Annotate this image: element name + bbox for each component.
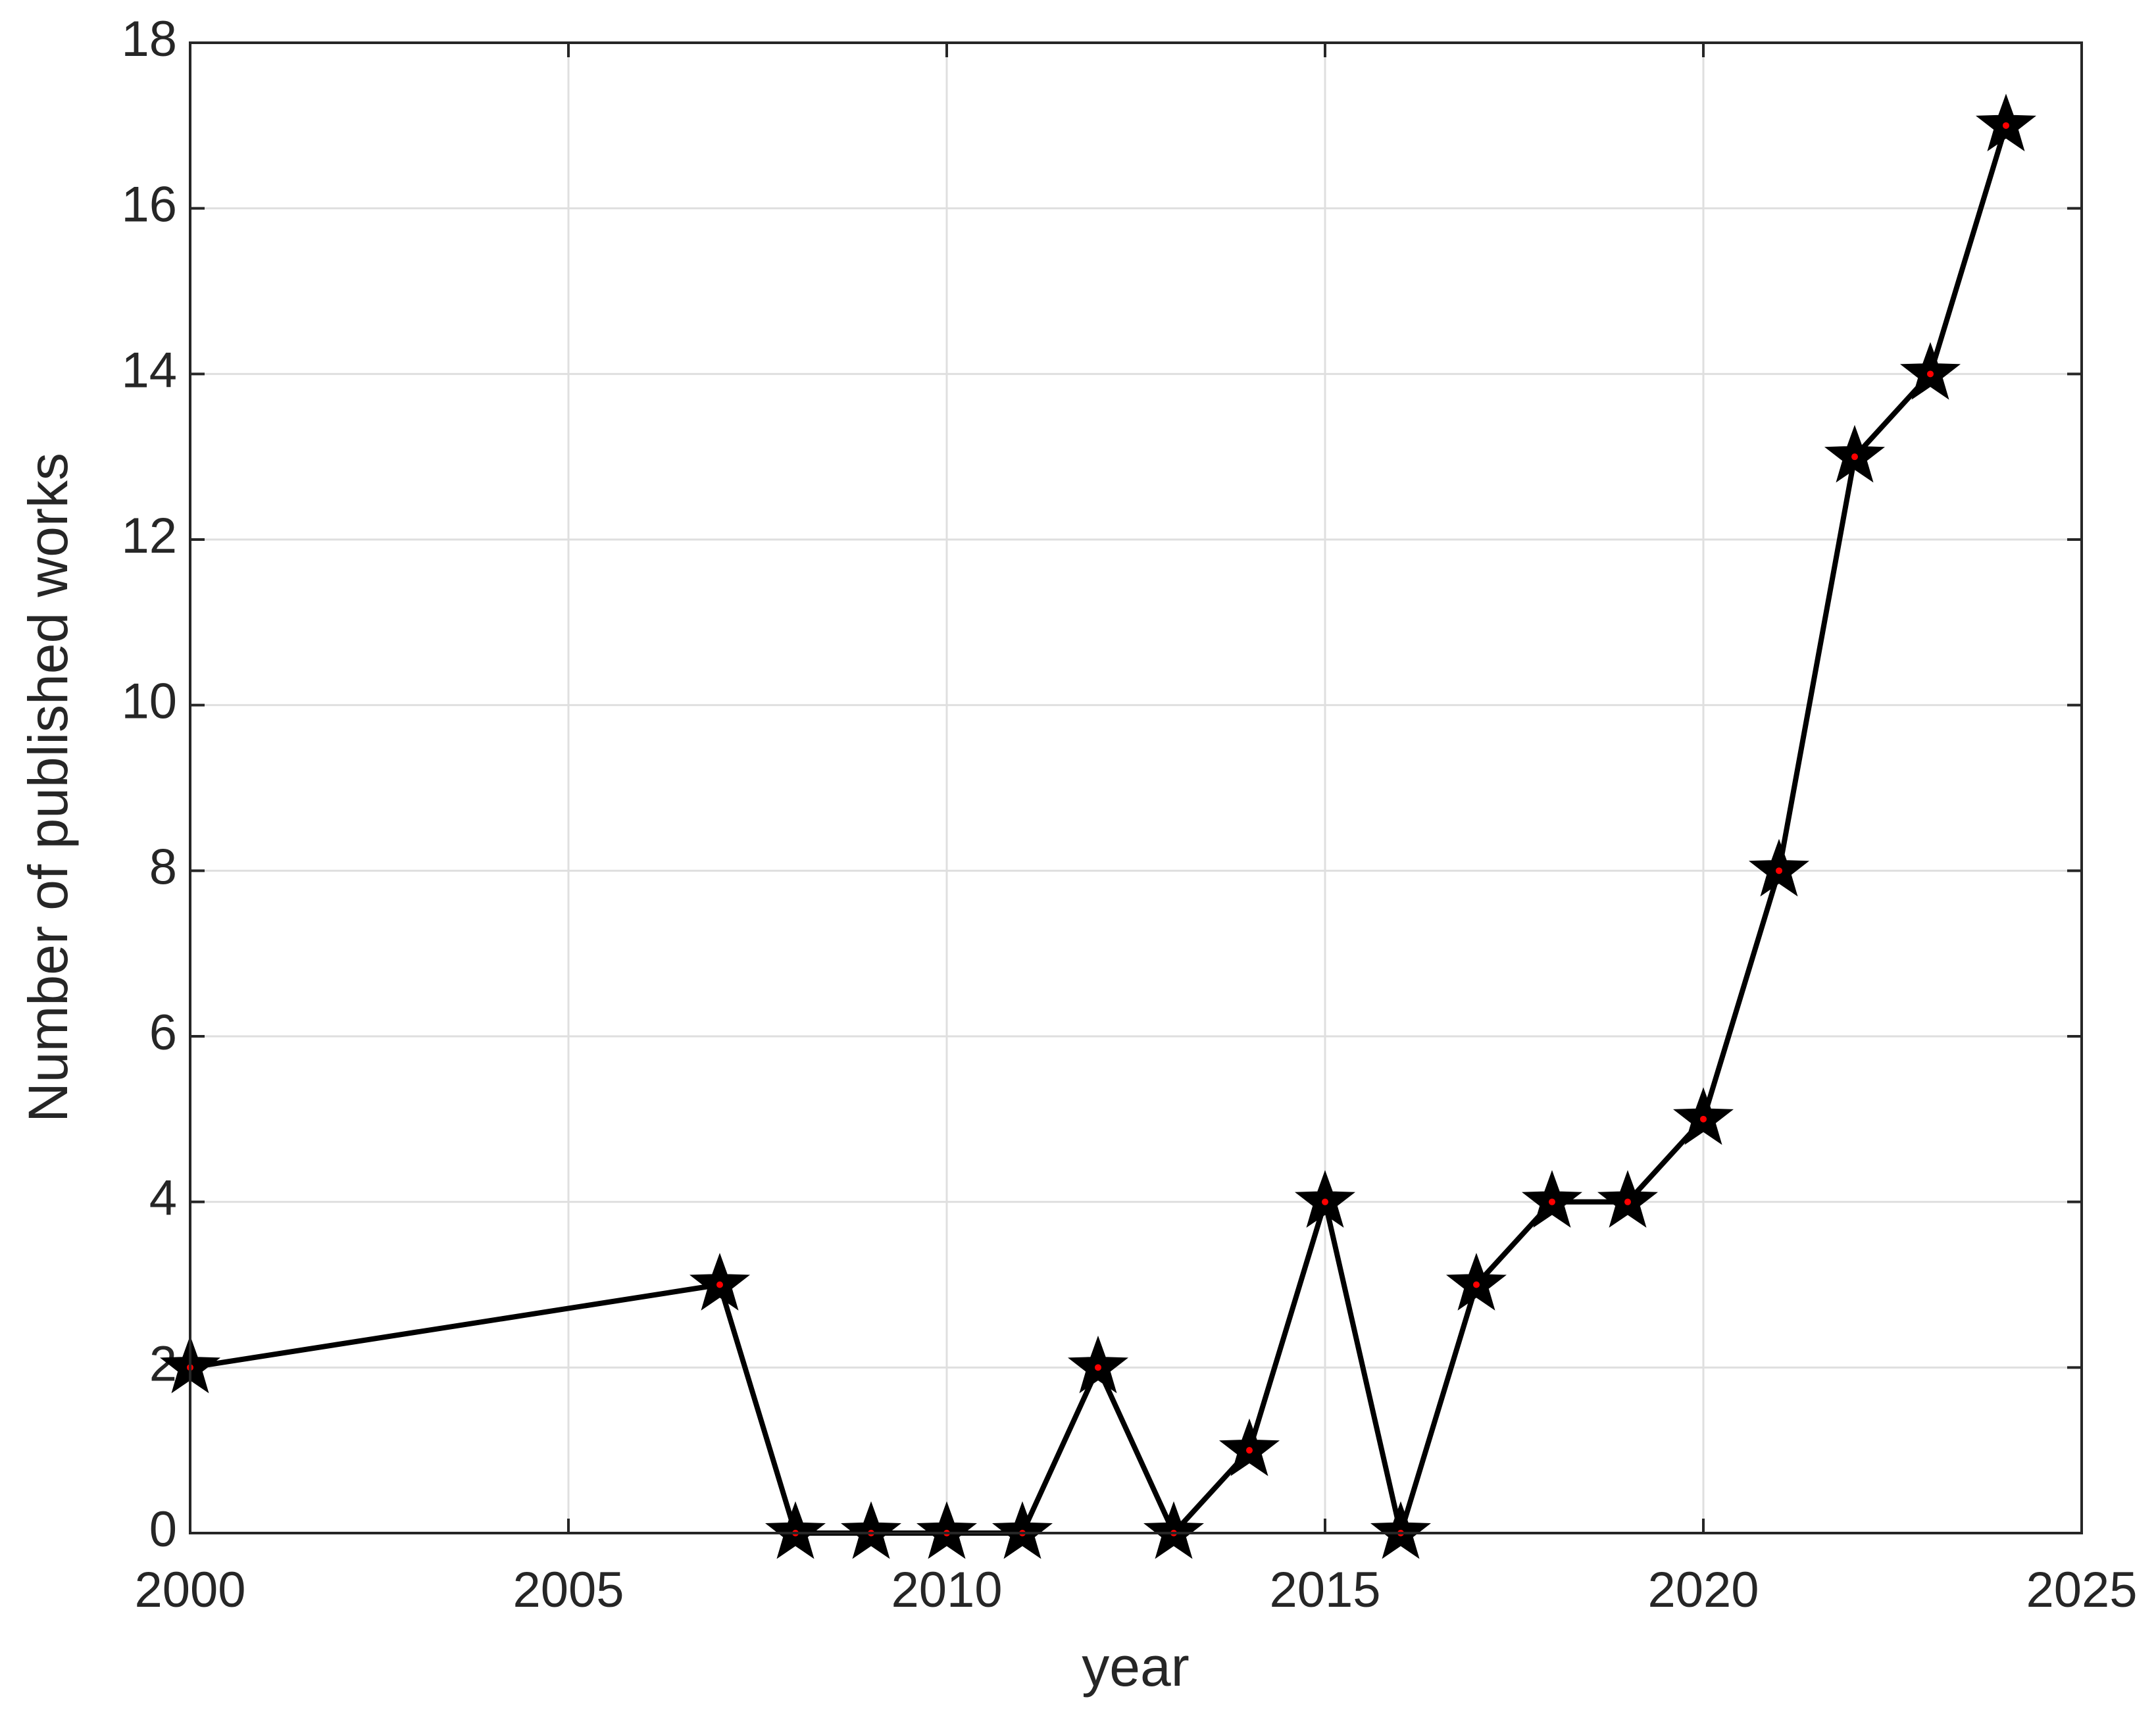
marker-center — [2003, 122, 2009, 129]
y-tick-label: 16 — [121, 177, 177, 233]
x-tick-label: 2020 — [1647, 1562, 1759, 1618]
data-point — [1445, 1253, 1507, 1311]
marker-center — [1549, 1198, 1555, 1205]
y-tick-label: 6 — [149, 1005, 177, 1061]
data-point — [1067, 1335, 1129, 1394]
data-point — [689, 1253, 751, 1311]
data-point — [1672, 1087, 1734, 1145]
marker-center — [1700, 1115, 1707, 1123]
marker-center — [1927, 370, 1934, 378]
y-tick-label: 14 — [121, 342, 177, 398]
y-tick-label: 10 — [121, 674, 177, 730]
marker-center — [1624, 1198, 1631, 1205]
marker-center — [1851, 453, 1858, 461]
y-axis-label: Number of published works — [17, 453, 79, 1123]
x-tick-label: 2010 — [891, 1562, 1002, 1618]
data-point — [1748, 838, 1810, 897]
data-point — [1521, 1170, 1583, 1228]
marker-center — [1473, 1281, 1480, 1288]
marker-center — [1776, 867, 1782, 874]
x-tick-label: 2015 — [1269, 1562, 1380, 1618]
data-point — [1597, 1170, 1659, 1228]
marker-center — [1246, 1447, 1253, 1454]
marker-center — [1095, 1364, 1101, 1371]
data-point — [1824, 424, 1886, 483]
x-tick-label: 2000 — [134, 1562, 245, 1618]
axes-box — [189, 41, 2083, 1534]
data-point — [1294, 1170, 1356, 1228]
x-tick-label: 2025 — [2026, 1562, 2137, 1618]
marker-center — [716, 1281, 723, 1288]
data-point — [1975, 93, 2037, 151]
y-tick-label: 18 — [121, 11, 177, 67]
y-tick-label: 12 — [121, 508, 177, 564]
y-tick-label: 0 — [149, 1502, 177, 1557]
x-tick-label: 2005 — [513, 1562, 624, 1618]
data-point — [1899, 341, 1961, 400]
y-tick-label: 4 — [149, 1171, 177, 1226]
marker-center — [1322, 1198, 1328, 1205]
data-point — [1218, 1418, 1280, 1476]
y-tick-label: 8 — [149, 839, 177, 895]
x-axis-label: year — [1082, 1636, 1189, 1698]
